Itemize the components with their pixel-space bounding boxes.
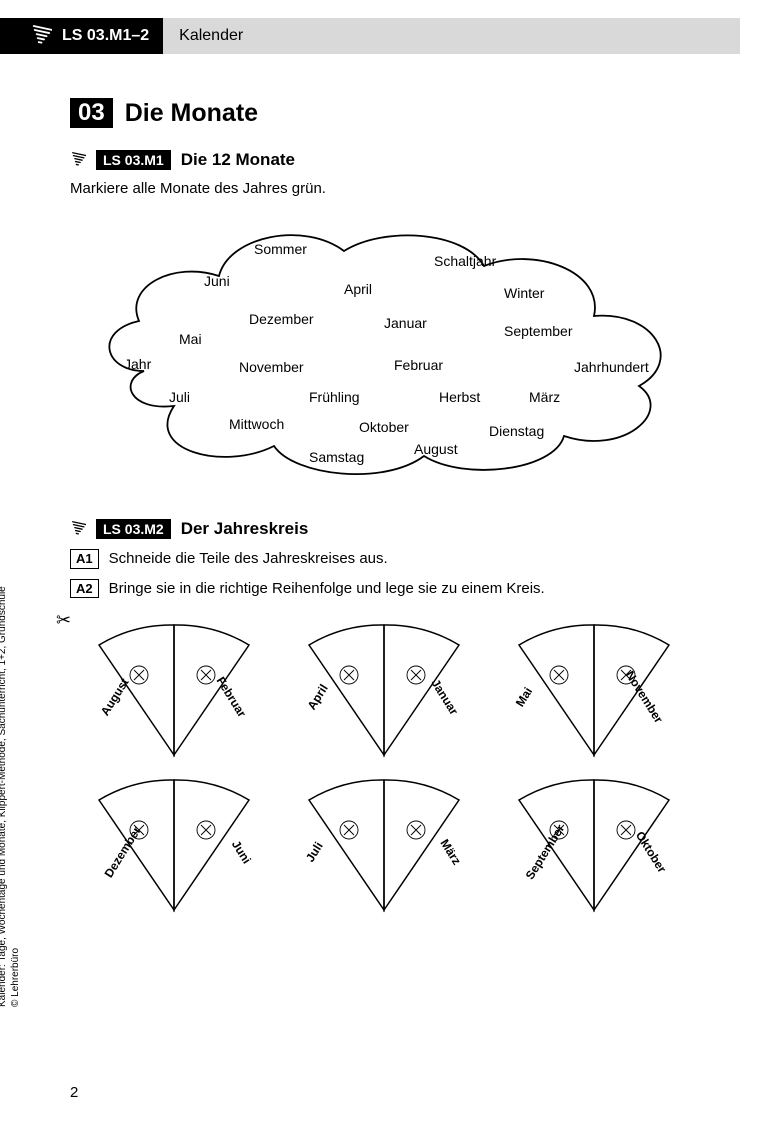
cloud-word: Januar [384, 315, 427, 331]
header-topic: Kalender [179, 27, 243, 45]
header-bar: LS 03.M1–2 Kalender [0, 18, 768, 54]
chapter-title-text: Die Monate [125, 99, 258, 128]
cloud-word: Schaltjahr [434, 253, 496, 269]
task-label: A2 [70, 579, 99, 599]
section1-instruction: Markiere alle Monate des Jahres grün. [70, 180, 698, 197]
cloud-word: Juni [204, 273, 230, 289]
cloud-outline [84, 211, 684, 481]
wedge-pair: SeptemberOktober [504, 775, 684, 915]
section2-heading: LS 03.M2 Der Jahreskreis [70, 519, 698, 539]
task-label: A1 [70, 549, 99, 569]
cloud-word: August [414, 441, 458, 457]
cloud-word: Mittwoch [229, 416, 284, 432]
section1-badge: LS 03.M1 [96, 150, 171, 170]
cloud-word: Frühling [309, 389, 360, 405]
header-code: LS 03.M1–2 [62, 27, 149, 45]
task-row: A2 Bringe sie in die richtige Reihenfolge… [70, 579, 698, 599]
page-number: 2 [70, 1084, 78, 1101]
task-text: Schneide die Teile des Jahreskreises aus… [109, 549, 388, 567]
section2-title: Der Jahreskreis [181, 519, 309, 539]
section1-heading: LS 03.M1 Die 12 Monate [70, 150, 698, 170]
wedges-area: ✂ AugustFebruar AprilJanuar DezemberJuni… [74, 620, 694, 940]
cloud-word: Sommer [254, 241, 307, 257]
section2-badge: LS 03.M2 [96, 519, 171, 539]
chapter-number: 03 [70, 98, 113, 128]
cloud-word: Jahr [124, 356, 151, 372]
word-cloud: Sommer Schaltjahr Juni April Winter Dezember J… [84, 211, 684, 481]
cloud-word: Jahrhundert [574, 359, 649, 375]
wedge-pair: AugustFebruar [84, 620, 264, 760]
task-row: A1 Schneide die Teile des Jahreskreises a… [70, 549, 698, 569]
header-code-block: LS 03.M1–2 [0, 18, 163, 54]
wedge-pair: MaiNovember [504, 620, 684, 760]
wedge-pair: DezemberJuni [84, 775, 264, 915]
cloud-word: September [504, 323, 572, 339]
cloud-word: November [239, 359, 304, 375]
credit-line2: © Lehrerbüro [10, 948, 21, 1007]
cloud-word: März [529, 389, 560, 405]
cloud-word: April [344, 281, 372, 297]
cloud-word: Oktober [359, 419, 409, 435]
header-topic-block: Kalender [163, 18, 740, 54]
tornado-icon [70, 521, 86, 537]
cloud-word: Herbst [439, 389, 480, 405]
cloud-word: Samstag [309, 449, 364, 465]
task-text: Bringe sie in die richtige Reihenfolge u… [109, 579, 545, 597]
cloud-word: Juli [169, 389, 190, 405]
wedge-pair: AprilJanuar [294, 620, 474, 760]
side-credit: Kalender: Tage, Wochentage und Monate, K… [0, 586, 22, 1007]
scissors-icon: ✂ [56, 610, 71, 631]
cloud-word: Mai [179, 331, 202, 347]
cloud-word: Dezember [249, 311, 314, 327]
cloud-word: Winter [504, 285, 544, 301]
credit-line1: Kalender: Tage, Wochentage und Monate, K… [0, 586, 8, 1007]
section1-title: Die 12 Monate [181, 150, 295, 170]
cloud-word: Februar [394, 357, 443, 373]
wedge-pair: JuliMärz [294, 775, 474, 915]
cloud-word: Dienstag [489, 423, 544, 439]
tornado-icon [30, 25, 52, 47]
page-content: 03 Die Monate LS 03.M1 Die 12 Monate Mar… [0, 54, 768, 940]
chapter-heading: 03 Die Monate [70, 98, 698, 128]
tornado-icon [70, 152, 86, 168]
